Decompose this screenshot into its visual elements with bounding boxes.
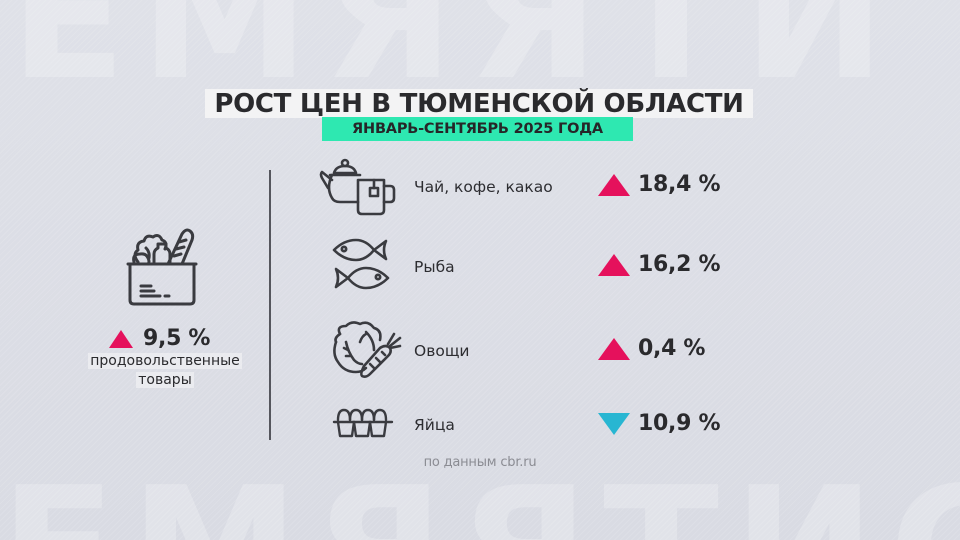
increase-triangle-icon <box>598 337 630 360</box>
summary-label-line1: продовольственные <box>88 353 242 369</box>
category-row-vegetables: Овощи 0,4 % <box>318 320 738 380</box>
category-name: Рыба <box>414 258 455 276</box>
summary-percent: 9,5 % <box>143 326 211 351</box>
grocery-bag-icon <box>124 224 200 308</box>
category-change: 10,9 % <box>598 411 720 436</box>
category-name: Чай, кофе, какао <box>414 178 553 196</box>
category-change: 16,2 % <box>598 252 720 277</box>
category-change: 18,4 % <box>598 172 720 197</box>
vertical-divider <box>269 170 271 440</box>
category-percent: 18,4 % <box>638 172 721 197</box>
category-name: Овощи <box>414 342 470 360</box>
background-watermark-bottom: ЕМЯЯТИС <box>0 465 960 540</box>
egg-carton-icon <box>332 406 394 440</box>
category-percent: 0,4 % <box>638 336 706 361</box>
summary-label-line2: товары <box>136 372 194 388</box>
page-subtitle: ЯНВАРЬ-СЕНТЯБРЬ 2025 ГОДА <box>352 121 603 137</box>
category-row-tea-coffee: Чай, кофе, какао 18,4 % <box>318 158 738 218</box>
source-note: по данным cbr.ru <box>423 455 537 470</box>
decrease-triangle-icon <box>598 412 630 435</box>
page-title: РОСТ ЦЕН В ТЮМЕНСКОЙ ОБЛАСТИ <box>214 88 744 119</box>
title-band: РОСТ ЦЕН В ТЮМЕНСКОЙ ОБЛАСТИ <box>205 89 753 118</box>
increase-triangle-icon <box>598 253 630 276</box>
category-row-fish: Рыба 16,2 % <box>318 238 738 298</box>
cabbage-carrot-icon <box>330 320 408 382</box>
summary-change: 9,5 % <box>109 326 210 351</box>
category-change: 0,4 % <box>598 336 705 361</box>
category-row-eggs: Яйца 10,9 % <box>318 406 738 466</box>
category-percent: 16,2 % <box>638 252 721 277</box>
increase-triangle-icon <box>109 329 133 348</box>
category-name: Яйца <box>414 416 455 434</box>
increase-triangle-icon <box>598 173 630 196</box>
category-percent: 10,9 % <box>638 411 721 436</box>
subtitle-band: ЯНВАРЬ-СЕНТЯБРЬ 2025 ГОДА <box>322 117 633 141</box>
summary-label: продовольственные товары <box>70 352 260 390</box>
teapot-mug-icon <box>318 158 398 218</box>
fish-icon <box>330 238 392 292</box>
